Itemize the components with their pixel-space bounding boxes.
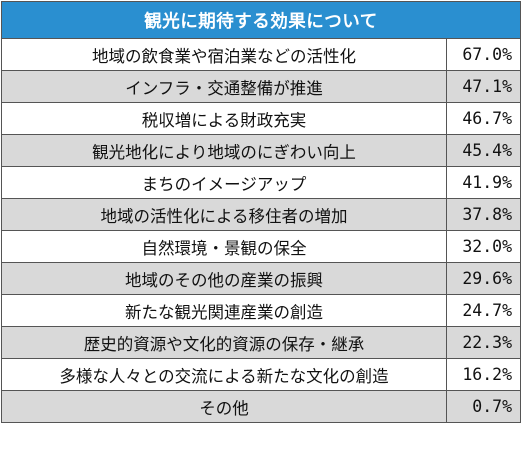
row-value: 0.7% [445,390,522,423]
row-value: 47.1% [445,70,522,103]
row-value: 41.9% [445,166,522,199]
table-title: 観光に期待する効果について [0,1,522,39]
row-label: 新たな観光関連産業の創造 [1,294,447,327]
table-row: 観光地化により地域のにぎわい向上 45.4% [1,134,522,167]
table-row: インフラ・交通整備が推進 47.1% [1,70,522,103]
table-row: 地域の活性化による移住者の増加 37.8% [1,198,522,231]
row-value: 29.6% [445,262,522,295]
row-value: 24.7% [445,294,522,327]
row-label: まちのイメージアップ [1,166,447,199]
row-label: 地域の飲食業や宿泊業などの活性化 [1,38,447,71]
table-row: 新たな観光関連産業の創造 24.7% [1,294,522,327]
row-value: 32.0% [445,230,522,263]
row-value: 45.4% [445,134,522,167]
table-row: 地域の飲食業や宿泊業などの活性化 67.0% [1,38,522,71]
row-label: 地域の活性化による移住者の増加 [1,198,447,231]
row-value: 67.0% [445,38,522,71]
row-value: 37.8% [445,198,522,231]
row-label: 多様な人々との交流による新たな文化の創造 [1,358,447,391]
table-header-row: 観光に期待する効果について [0,1,522,39]
row-label: 地域のその他の産業の振興 [1,262,447,295]
row-label: その他 [1,390,447,423]
effects-table: 観光に期待する効果について 地域の飲食業や宿泊業などの活性化 67.0% インフラ・… [0,1,522,423]
table-row: 歴史的資源や文化的資源の保存・継承 22.3% [1,326,522,359]
row-value: 46.7% [445,102,522,135]
table-row: 地域のその他の産業の振興 29.6% [1,262,522,295]
row-value: 22.3% [445,326,522,359]
row-label: 歴史的資源や文化的資源の保存・継承 [1,326,447,359]
row-label: 税収増による財政充実 [1,102,447,135]
table-row: 自然環境・景観の保全 32.0% [1,230,522,263]
row-label: 観光地化により地域のにぎわい向上 [1,134,447,167]
row-value: 16.2% [445,358,522,391]
table-row: 多様な人々との交流による新たな文化の創造 16.2% [1,358,522,391]
row-label: インフラ・交通整備が推進 [1,70,447,103]
table-row: まちのイメージアップ 41.9% [1,166,522,199]
table-row: 税収増による財政充実 46.7% [1,102,522,135]
row-label: 自然環境・景観の保全 [1,230,447,263]
table-row: その他 0.7% [1,390,522,423]
